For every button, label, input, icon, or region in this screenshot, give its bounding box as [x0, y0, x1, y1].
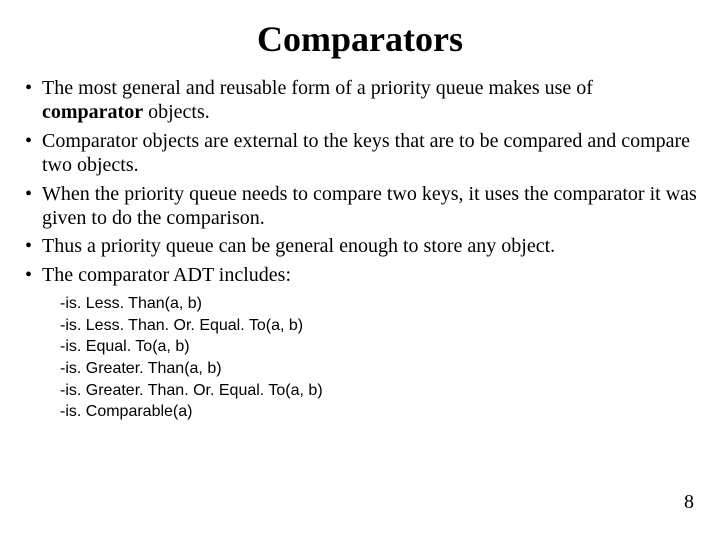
bullet-text: Comparator objects are external to the k… [42, 130, 690, 176]
bullet-item: Comparator objects are external to the k… [22, 129, 698, 178]
bullet-item: The most general and reusable form of a … [22, 76, 698, 125]
bullet-item: Thus a priority queue can be general eno… [22, 234, 698, 258]
bullet-text: objects. [143, 101, 210, 123]
method-item: -is. Greater. Than(a, b) [60, 358, 698, 380]
method-item: -is. Comparable(a) [60, 401, 698, 423]
method-item: -is. Equal. To(a, b) [60, 336, 698, 358]
method-item: -is. Less. Than(a, b) [60, 293, 698, 315]
bullet-text: Thus a priority queue can be general eno… [42, 235, 555, 257]
method-list: -is. Less. Than(a, b) -is. Less. Than. O… [60, 293, 698, 423]
bullet-bold: comparator [42, 101, 143, 123]
method-item: -is. Greater. Than. Or. Equal. To(a, b) [60, 380, 698, 402]
slide-title: Comparators [22, 18, 698, 60]
bullet-list: The most general and reusable form of a … [22, 76, 698, 287]
method-item: -is. Less. Than. Or. Equal. To(a, b) [60, 315, 698, 337]
bullet-item: The comparator ADT includes: [22, 263, 698, 287]
bullet-item: When the priority queue needs to compare… [22, 182, 698, 231]
slide: Comparators The most general and reusabl… [0, 0, 720, 540]
bullet-text: The most general and reusable form of a … [42, 77, 593, 99]
page-number: 8 [684, 491, 694, 514]
bullet-text: The comparator ADT includes: [42, 264, 291, 286]
bullet-text: When the priority queue needs to compare… [42, 183, 697, 229]
